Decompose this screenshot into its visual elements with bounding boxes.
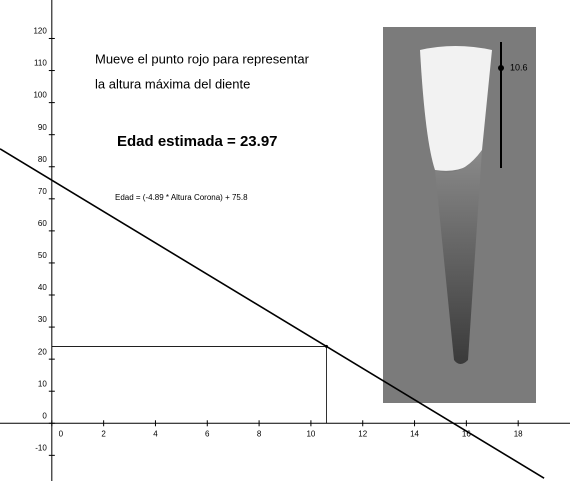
instruction: Mueve el punto rojo para representar [95,51,310,66]
y-tick-label: 100 [33,91,47,100]
y-tick-label: 120 [33,27,47,36]
y-tick-label: 0 [42,411,47,420]
x-tick-label: 2 [101,429,106,438]
result: Edad estimada = 23.97 [117,133,278,150]
y-tick-label: -10 [35,443,47,452]
point [325,345,328,348]
y-tick-label: 40 [38,283,47,292]
x-tick-label: 8 [257,429,262,438]
x-tick-label: 14 [410,429,419,438]
photo [383,27,536,403]
instruction: la altura máxima del diente [95,76,250,91]
guide-lines [52,346,327,423]
x-tick-label: 4 [153,429,158,438]
x-tick-label: 6 [205,429,210,438]
x-tick-label: 0 [59,429,64,438]
equation: Edad = (-4.89 * Altura Corona) + 75.8 [115,193,248,202]
y-tick-label: 110 [34,59,47,68]
y-tick-label: 20 [38,347,47,356]
x-tick-label: 10 [306,429,315,438]
y-tick-label: 90 [38,123,47,132]
y-tick-label: 30 [38,315,47,324]
y-tick-label: 50 [38,251,47,260]
applet: 10.6 Mueve el punto rojo para representa… [0,0,570,481]
x-tick-label: 12 [358,429,367,438]
y-tick-label: 70 [38,187,47,196]
y-tick-label: 10 [38,379,47,388]
y-tick-label: 60 [38,219,47,228]
x-tick-label: 18 [514,429,523,438]
y-tick-label: 80 [38,155,47,164]
scale-label: 10.6 [510,62,528,72]
